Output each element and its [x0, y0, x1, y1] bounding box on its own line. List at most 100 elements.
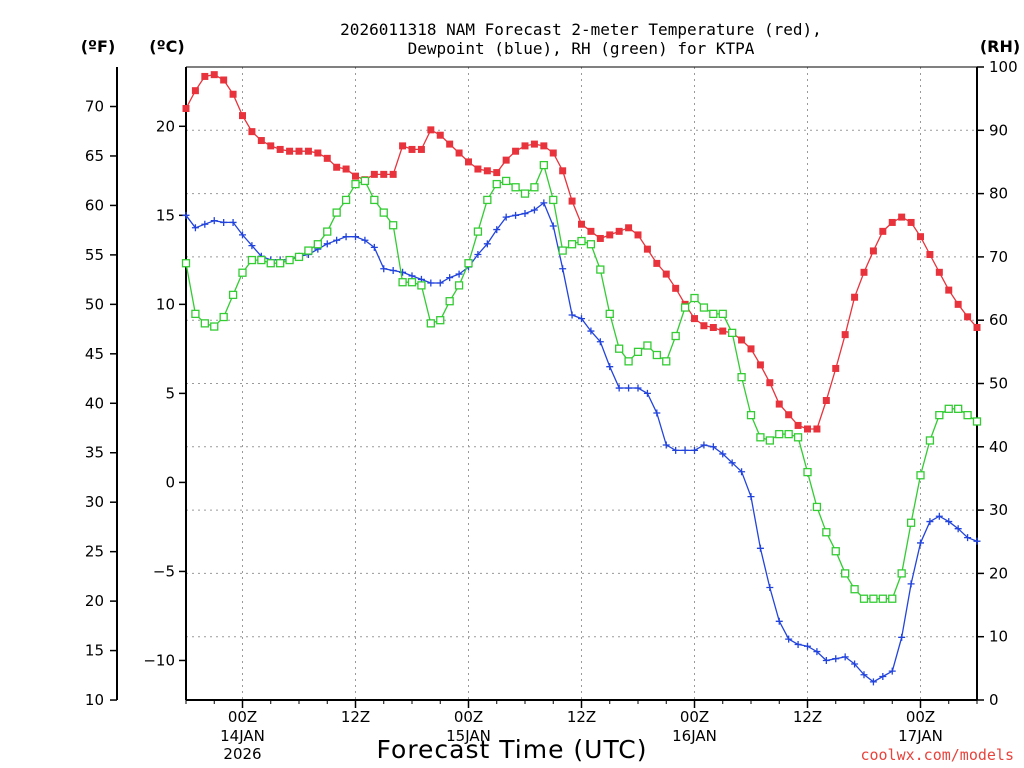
- dewpoint-data-point: [775, 617, 783, 625]
- rh-data-point: [436, 316, 445, 325]
- rh-data-point: [671, 331, 680, 341]
- dewpoint-data-point: [210, 217, 218, 225]
- rh-data-point: [831, 547, 840, 556]
- rh-tick-label: 100: [989, 58, 1018, 76]
- temperature-data-point: [926, 250, 934, 258]
- rh-data-point: [944, 404, 953, 413]
- temperature-data-point: [756, 361, 764, 369]
- dewpoint-data-point: [643, 389, 651, 397]
- dewpoint-data-point: [719, 450, 727, 458]
- temperature-data-point: [502, 156, 510, 164]
- dewpoint-data-point: [813, 648, 821, 656]
- temperature-data-point: [954, 300, 962, 308]
- temperature-data-point: [606, 231, 614, 239]
- dewpoint-data-point: [766, 583, 774, 591]
- temperature-data-point: [286, 147, 294, 155]
- temperature-data-point: [709, 324, 717, 332]
- rh-data-point: [379, 208, 388, 217]
- rh-tick-label: 40: [989, 438, 1008, 456]
- temperature-data-point: [210, 71, 218, 79]
- dewpoint-series-line: [185, 201, 978, 683]
- rh-data-point: [181, 259, 191, 268]
- rh-data-point: [511, 183, 520, 192]
- dewpoint-data-point: [785, 635, 793, 643]
- time-tick-label: 00Z: [228, 708, 257, 726]
- grid-lines: [186, 67, 977, 700]
- rh-data-point: [445, 297, 454, 306]
- dewpoint-data-point: [427, 279, 435, 287]
- rh-data-point: [756, 433, 765, 442]
- temperature-data-point: [248, 128, 256, 136]
- dewpoint-data-point: [399, 268, 407, 276]
- temperature-data-point: [907, 218, 915, 226]
- temperature-data-point: [342, 165, 350, 173]
- time-tick-label: 00Z: [454, 708, 483, 726]
- dewpoint-data-point: [559, 265, 567, 273]
- celsius-tick-label: −5: [153, 562, 175, 580]
- rh-data-point: [389, 221, 398, 230]
- fahrenheit-tick-label: 35: [85, 444, 104, 462]
- rh-data-point: [483, 195, 492, 205]
- temperature-data-point: [860, 268, 868, 276]
- dewpoint-data-point: [691, 446, 698, 454]
- temperature-data-point: [446, 140, 454, 148]
- temperature-data-point: [493, 169, 501, 177]
- temperature-data-point: [935, 268, 943, 276]
- temperature-data-point: [822, 397, 830, 405]
- dewpoint-data-point: [474, 250, 482, 258]
- temperature-data-point: [794, 421, 802, 429]
- dewpoint-data-point: [512, 211, 520, 219]
- rh-axis-labels: 0 10 20 30 40 50 60 70 80 90 100: [989, 58, 1018, 709]
- temperature-data-point: [587, 227, 595, 235]
- rh-data-point: [558, 246, 567, 255]
- chart-title-line2: Dewpoint (blue), RH (green) for KTPA: [408, 39, 755, 58]
- temperature-data-point: [851, 293, 859, 301]
- rh-data-point: [888, 594, 897, 603]
- dewpoint-data-point: [634, 384, 642, 392]
- rh-data-point: [699, 303, 709, 312]
- rh-tick-label: 90: [989, 121, 1008, 139]
- rh-data-point: [398, 278, 407, 287]
- rh-data-point: [210, 322, 219, 331]
- temperature-data-point: [964, 313, 972, 321]
- dewpoint-data-point: [926, 518, 934, 526]
- rh-data-point: [605, 309, 614, 319]
- dewpoint-data-point: [907, 580, 915, 588]
- celsius-tick-label: 10: [156, 295, 175, 313]
- fahrenheit-tick-label: 50: [85, 295, 104, 313]
- rh-data-point: [530, 183, 539, 192]
- celsius-tick-label: 5: [165, 384, 175, 402]
- rh-data-point: [341, 195, 351, 205]
- rh-data-point: [728, 328, 737, 338]
- dewpoint-data-point: [568, 311, 576, 319]
- rh-data-point: [417, 281, 426, 290]
- temperature-data-point: [945, 286, 953, 294]
- rh-data-point: [643, 341, 652, 350]
- fahrenheit-tick-label: 20: [85, 592, 104, 610]
- time-tick-label: 12Z: [341, 708, 370, 726]
- fahrenheit-tick-label: 60: [85, 196, 104, 214]
- rh-data-point: [615, 344, 624, 353]
- date-tick-label: 14JAN: [220, 727, 265, 745]
- dewpoint-data-point: [964, 534, 972, 542]
- rh-data-point: [680, 303, 690, 312]
- temperature-data-point: [239, 112, 246, 120]
- celsius-axis-labels: −10 −5 0 5 10 15 20: [143, 117, 175, 669]
- rh-data-point: [709, 309, 718, 319]
- temperature-data-point: [785, 411, 793, 419]
- celsius-tick-label: −10: [143, 651, 175, 669]
- temperature-data-point: [549, 149, 557, 157]
- dewpoint-data-point: [954, 525, 962, 533]
- rh-data-point: [897, 569, 906, 578]
- fahrenheit-tick-label: 55: [85, 246, 104, 264]
- temperature-data-point: [898, 213, 906, 221]
- dewpoint-data-point: [709, 443, 717, 451]
- rh-data-point: [586, 240, 596, 249]
- dewpoint-data-point: [380, 265, 388, 273]
- rh-data-point: [596, 265, 605, 274]
- date-tick-label: 17JAN: [898, 727, 943, 745]
- temperature-data-point: [766, 379, 774, 387]
- rh-data-point: [633, 347, 643, 357]
- rh-data-point: [972, 417, 982, 426]
- fahrenheit-tick-label: 25: [85, 543, 104, 561]
